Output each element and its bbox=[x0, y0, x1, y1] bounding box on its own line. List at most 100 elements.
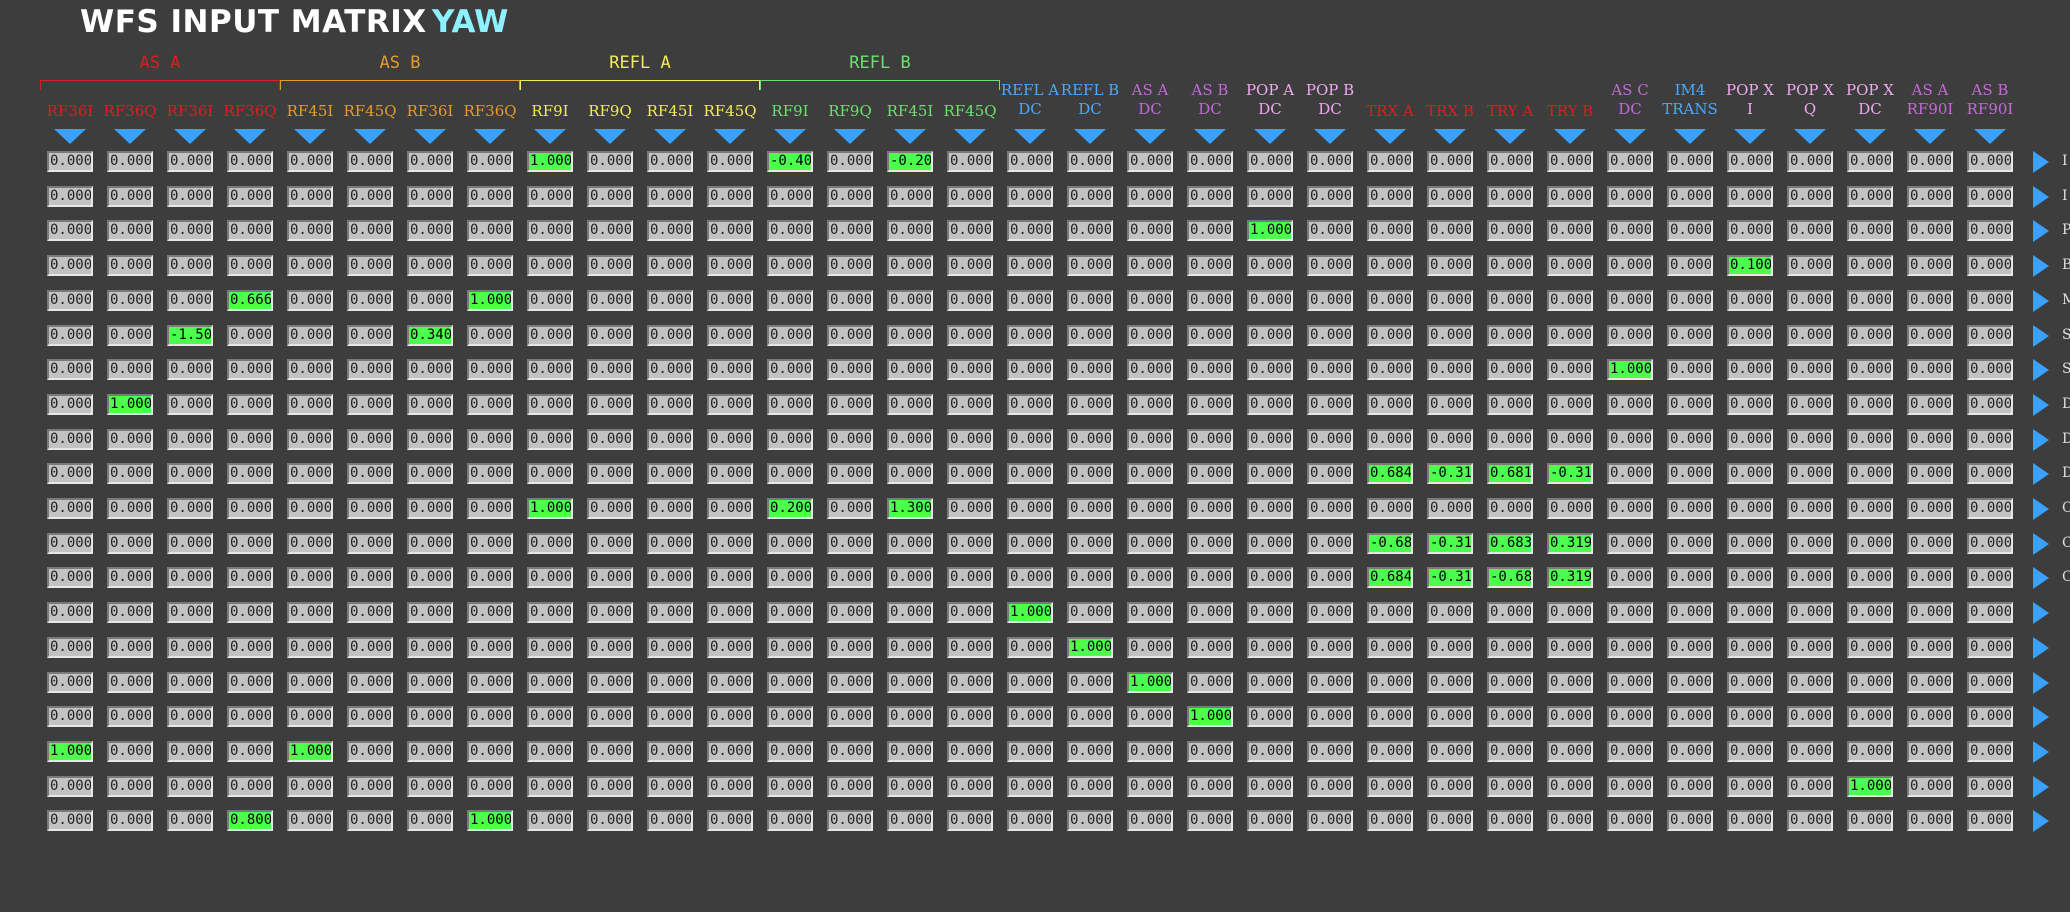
row-arrow-icon[interactable] bbox=[2033, 186, 2049, 208]
matrix-cell[interactable]: -0.400 bbox=[767, 151, 813, 172]
column-arrow-icon[interactable] bbox=[1134, 129, 1166, 144]
row-arrow-icon[interactable] bbox=[2033, 567, 2049, 589]
column-arrow-icon[interactable] bbox=[174, 129, 206, 144]
